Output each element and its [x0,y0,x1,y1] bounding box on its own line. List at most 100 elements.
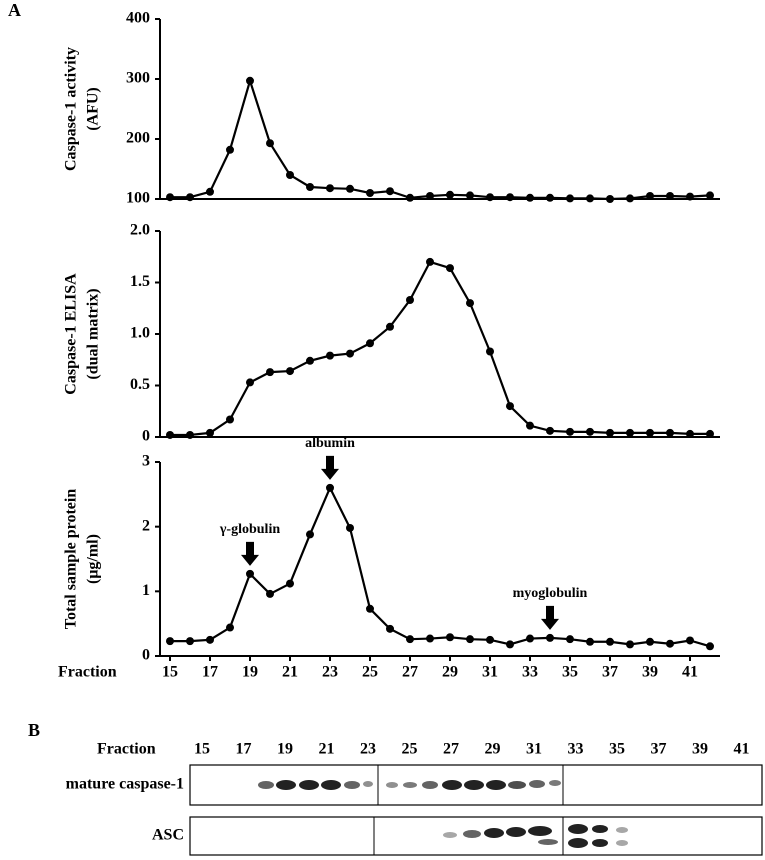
arrow-shaft [546,605,554,620]
data-point [646,428,654,437]
data-point [326,184,334,193]
data-point [566,635,574,644]
y-tick-label: 1.5 [130,273,150,290]
data-point [526,193,534,202]
data-point [566,194,574,203]
data-point [446,264,454,273]
data-point [486,193,494,202]
data-line [170,485,711,648]
data-point [486,635,494,644]
data-point [546,633,554,642]
data-point [626,194,634,203]
y-tick-label: 100 [126,190,150,207]
data-point [566,427,574,436]
annotation-arrow [241,541,259,566]
data-point [326,483,334,492]
data-point [466,299,474,308]
x-tick-label: 21 [282,664,298,681]
data-point [586,194,594,203]
x-tick-label: 41 [682,664,698,681]
blot-fraction: 27 [443,741,459,758]
data-point [326,351,334,360]
blot-fraction: 19 [277,741,293,758]
blot-fraction: 23 [360,741,376,758]
x-tick-label: 39 [642,664,658,681]
data-point [366,189,374,197]
data-point [246,378,254,387]
data-point [306,183,314,191]
data-point [406,296,414,305]
data-point [546,193,554,202]
data-point [686,192,694,201]
data-point [386,624,394,633]
blot-fraction: 29 [485,741,501,758]
y-tick-label: 0 [142,647,150,664]
data-point [606,637,614,646]
data-point [586,637,594,646]
annotation-arrow [541,605,559,630]
data-point [426,634,434,643]
y-tick-label: 0.5 [130,376,150,393]
data-point [446,633,454,642]
data-point [266,139,274,148]
x-tick-label: 35 [562,664,578,681]
data-point [206,187,214,196]
x-tick-label: 31 [482,664,498,681]
blot-row-label: ASC [152,827,184,844]
data-point [586,427,594,436]
x-tick-label: 37 [602,664,618,681]
data-point [466,635,474,644]
data-point [206,428,214,437]
y-axis-label: Total sample protein [63,489,80,630]
data-point [346,184,354,193]
y-axis-label: (AFU) [85,87,102,131]
data-point [166,193,174,202]
data-point [406,193,414,202]
x-tick-label: 19 [242,664,258,681]
data-point [706,642,714,651]
data-point [266,368,274,377]
y-tick-label: 1 [142,582,150,599]
panel-label: B [28,720,40,740]
data-point [626,428,634,437]
data-point [246,76,254,85]
data-point [686,429,694,438]
data-point [266,589,274,598]
x-tick-label: 17 [202,664,218,681]
data-point [606,428,614,437]
annotation: albumin [305,436,355,451]
data-point [286,579,294,588]
data-point [386,187,394,196]
blot-fraction: 15 [194,741,210,758]
y-tick-label: 2.0 [130,222,150,239]
data-point [446,190,454,199]
data-point [646,637,654,646]
data-point [206,635,214,644]
data-point [366,604,374,613]
blot [189,764,763,856]
data-point [166,637,174,646]
x-tick-label: 29 [442,664,458,681]
data-point [226,145,234,154]
x-tick-label: 27 [402,664,418,681]
y-axis-label: (dual matrix) [85,288,102,379]
x-tick-label: 15 [162,664,178,681]
data-point [226,623,234,632]
data-point [366,339,374,348]
data-point [666,639,674,648]
blot-fraction: 21 [319,741,335,758]
blot-row-label: mature caspase-1 [66,776,184,793]
data-point [706,191,714,200]
data-point [346,523,354,532]
y-tick-label: 200 [126,130,150,147]
data-point [666,192,674,200]
arrow-head [241,554,259,566]
y-tick-label: 1.0 [130,325,150,342]
data-point [186,637,194,646]
arrow-head [541,618,559,630]
x-tick-label: 23 [322,664,338,681]
data-point [486,347,494,356]
blot-fraction: 39 [692,741,708,758]
data-point [506,193,514,202]
data-point [506,640,514,649]
